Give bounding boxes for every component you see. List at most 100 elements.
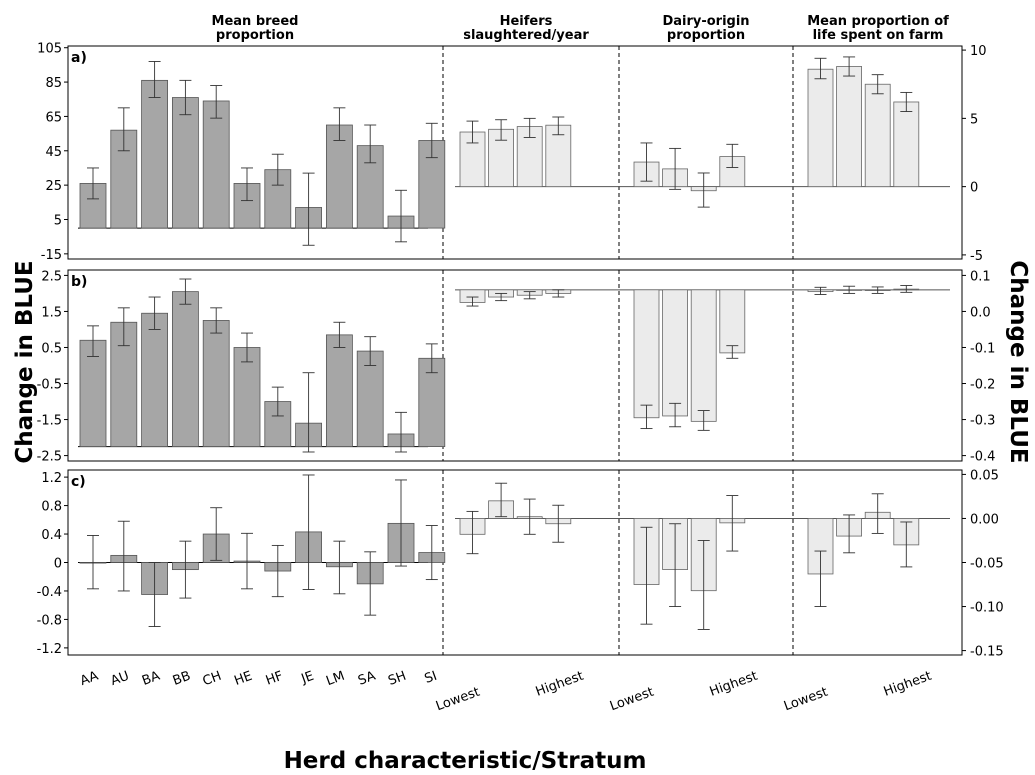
section-header-line: Heifers bbox=[500, 14, 553, 29]
section-header-line: proportion bbox=[216, 28, 294, 43]
right-tick-label: 0.1 bbox=[970, 269, 991, 284]
breed-bar bbox=[202, 100, 230, 229]
stratum-bar bbox=[893, 101, 920, 188]
right-tick-label: 0.05 bbox=[970, 468, 999, 483]
panel-label: c) bbox=[71, 474, 86, 490]
section-header-line: Dairy-origin bbox=[662, 14, 749, 29]
stratum-tick-label: Highest bbox=[882, 669, 934, 700]
right-tick-label: -0.4 bbox=[970, 450, 995, 465]
panel-frame bbox=[67, 45, 963, 260]
panel: c) 1.2 0.8 0.4 0 -0.4 -0.8 -1.2 0.05 0.00 -0.05 -0.… bbox=[37, 468, 1004, 659]
breed-bar bbox=[171, 97, 199, 229]
section-header-line: proportion bbox=[667, 28, 745, 43]
left-tick-label: -1.5 bbox=[37, 414, 62, 429]
breed-tick-label: SH bbox=[386, 669, 408, 689]
left-tick-label: -0.5 bbox=[37, 378, 62, 393]
left-tick-label: 0 bbox=[54, 557, 62, 572]
breed-tick-label: CH bbox=[201, 669, 224, 690]
stratum-bar bbox=[719, 289, 746, 354]
y-axis-label-right: Change in BLUE bbox=[1005, 260, 1031, 463]
stratum-bar bbox=[633, 289, 660, 419]
breed-bar bbox=[141, 79, 169, 229]
breed-bar bbox=[325, 124, 353, 229]
breed-bar bbox=[171, 291, 199, 447]
breed-bar bbox=[356, 350, 384, 447]
stratum-bar bbox=[690, 289, 717, 422]
left-tick-label: 0.8 bbox=[41, 500, 62, 515]
section-header: Mean breed proportion bbox=[212, 14, 299, 43]
left-tick-label: -15 bbox=[41, 248, 62, 263]
stratum-tick-label: Lowest bbox=[782, 685, 830, 715]
left-tick-label: 1.2 bbox=[41, 471, 62, 486]
stratum-tick-label: Lowest bbox=[434, 685, 482, 715]
right-tick-label: 0 bbox=[970, 181, 978, 196]
stratum-bar bbox=[545, 124, 572, 188]
section-header: Dairy-origin proportion bbox=[662, 14, 749, 43]
right-tick-label: -0.1 bbox=[970, 341, 995, 356]
right-tick-label: -0.10 bbox=[970, 601, 1004, 616]
breed-bar bbox=[79, 339, 107, 447]
left-tick-label: 0.4 bbox=[41, 528, 62, 543]
breed-bar bbox=[79, 183, 107, 229]
right-tick-label: -0.15 bbox=[970, 645, 1004, 660]
section-header-line: Mean proportion of bbox=[807, 14, 949, 29]
left-tick-label: 0.5 bbox=[41, 341, 62, 356]
breed-tick-label: HF bbox=[264, 669, 285, 689]
right-tick-label: 0.0 bbox=[970, 305, 991, 320]
stratum-bar bbox=[836, 66, 862, 188]
left-tick-label: 105 bbox=[37, 42, 62, 57]
left-tick-label: -1.2 bbox=[37, 642, 62, 657]
breed-tick-label: HE bbox=[232, 669, 254, 689]
stratum-tick-label: Highest bbox=[534, 669, 586, 700]
breed-tick-label: SI bbox=[423, 669, 439, 687]
breed-tick-label: JE bbox=[299, 669, 316, 688]
stratum-tick-label: Highest bbox=[708, 669, 760, 700]
breed-bar bbox=[141, 312, 169, 447]
stratum-bar bbox=[662, 289, 688, 417]
section-header: Mean proportion of life spent on farm bbox=[807, 14, 949, 43]
left-tick-label: 2.5 bbox=[41, 269, 62, 284]
right-tick-label: -0.3 bbox=[970, 414, 995, 429]
breed-bar bbox=[110, 129, 138, 229]
breed-bar bbox=[233, 347, 261, 447]
right-tick-label: -0.2 bbox=[970, 378, 995, 393]
right-tick-label: -0.05 bbox=[970, 557, 1004, 572]
breed-tick-label: SA bbox=[356, 669, 378, 689]
left-tick-label: 1.5 bbox=[41, 305, 62, 320]
left-tick-label: 25 bbox=[45, 179, 62, 194]
section-header: Heifers slaughtered/year bbox=[463, 14, 589, 43]
panel-label: a) bbox=[71, 50, 87, 66]
panels: a)105856545255-151050-5b)2.51.50.5-0.5-1… bbox=[37, 42, 1004, 660]
right-tick-label: 10 bbox=[970, 44, 987, 59]
left-tick-label: 5 bbox=[54, 213, 62, 228]
left-tick-label: 85 bbox=[45, 76, 62, 91]
panel: b) 2.5 1.5 0.5 -0.5 -1.5 -2.5 0.1 0.0 -0.1 -0.2 -0.… bbox=[37, 269, 996, 464]
right-tick-label: 0.00 bbox=[970, 512, 999, 527]
section-header-line: Mean breed bbox=[212, 14, 299, 29]
right-tick-label: 5 bbox=[970, 112, 978, 127]
left-tick-label: -2.5 bbox=[37, 450, 62, 465]
breed-tick-label: LM bbox=[324, 669, 346, 689]
stratum-tick-label: Lowest bbox=[608, 685, 656, 715]
section-header-line: slaughtered/year bbox=[463, 28, 589, 43]
right-tick-label: -5 bbox=[970, 249, 983, 264]
breed-bar bbox=[202, 320, 230, 447]
left-tick-label: -0.8 bbox=[37, 613, 62, 628]
breed-tick-label: AU bbox=[109, 669, 131, 689]
x-axis-label: Herd characteristic/Stratum bbox=[284, 748, 647, 774]
left-tick-label: -0.4 bbox=[37, 585, 62, 600]
stratum-bar bbox=[864, 83, 891, 188]
panel-label: b) bbox=[71, 274, 87, 290]
panel-frame bbox=[67, 269, 963, 462]
breed-tick-label: AA bbox=[78, 669, 100, 689]
stratum-bar bbox=[516, 126, 543, 188]
breed-bar bbox=[325, 334, 353, 447]
y-axis-label-left: Change in BLUE bbox=[12, 260, 38, 463]
breed-tick-label: BB bbox=[171, 669, 193, 689]
stratum-bar bbox=[807, 68, 834, 188]
breed-tick-label: BA bbox=[140, 669, 162, 689]
